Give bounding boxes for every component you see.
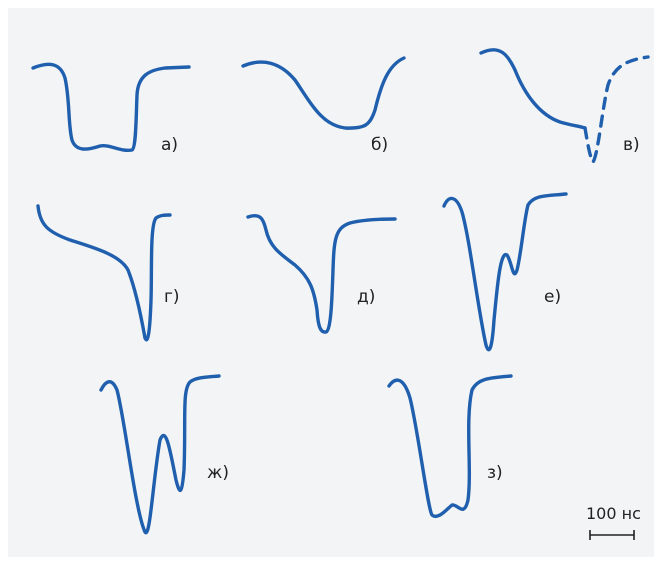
pulse-curve-zh	[99, 374, 221, 535]
figure-panel: а) б) в) г) д) е) ж) з) 100 нс	[8, 8, 654, 557]
pulse-curve-b	[241, 56, 406, 130]
pulse-curve-d	[246, 214, 397, 334]
label-v: в)	[623, 135, 640, 155]
label-g: г)	[164, 287, 180, 307]
label-z: з)	[487, 463, 503, 483]
pulse-curve-v-dashed	[583, 55, 650, 164]
pulse-curve-a	[31, 62, 191, 153]
scale-bar	[589, 530, 635, 540]
scale-bar-label: 100 нс	[586, 504, 641, 523]
pulse-curve-v	[479, 48, 587, 130]
label-zh: ж)	[207, 463, 229, 483]
pulse-curve-g	[36, 204, 172, 342]
label-a: а)	[161, 135, 178, 155]
pulse-curve-e	[442, 192, 568, 352]
label-b: б)	[371, 135, 388, 155]
label-d: д)	[357, 287, 375, 307]
pulse-curve-z	[387, 374, 513, 518]
pulse-shapes-diagram: а) б) в) г) д) е) ж) з) 100 нс	[31, 48, 650, 540]
label-e: е)	[544, 287, 561, 307]
